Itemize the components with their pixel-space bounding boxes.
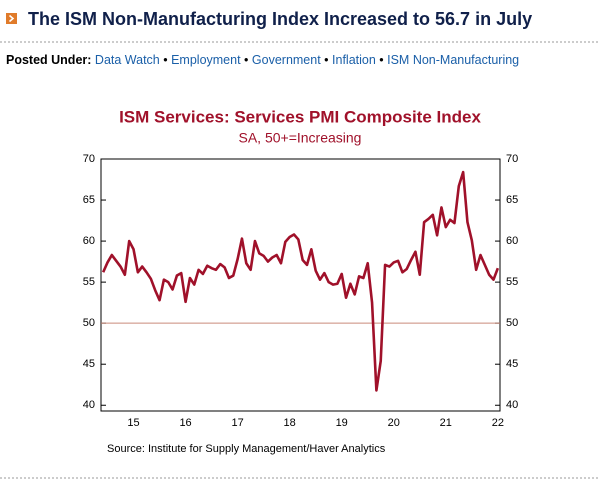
category-link[interactable]: Government: [252, 53, 321, 67]
y2-tick-label: 55: [506, 276, 518, 288]
category-link[interactable]: Data Watch: [95, 53, 160, 67]
y-tick-label: 40: [83, 399, 95, 411]
y-tick-label: 65: [83, 194, 95, 206]
x-tick-label: 22: [492, 417, 504, 429]
x-tick-label: 20: [388, 417, 400, 429]
separator: •: [241, 53, 252, 67]
chart-subtitle: SA, 50+=Increasing: [239, 130, 362, 146]
y2-tick-label: 70: [506, 153, 518, 165]
plot-frame: [100, 158, 501, 412]
x-tick-label: 16: [179, 417, 191, 429]
icon-arrow: [8, 14, 15, 23]
source: Source: Institute for Supply Management/…: [107, 443, 386, 455]
x-tick-label: 15: [127, 417, 139, 429]
y2-tick-label: 60: [506, 235, 518, 247]
y-tick-label: 60: [83, 235, 95, 247]
page-title: The ISM Non-Manufacturing Index Increase…: [28, 9, 532, 29]
category-link[interactable]: ISM Non-Manufacturing: [387, 53, 519, 67]
separator: •: [376, 53, 387, 67]
separator: •: [321, 53, 332, 67]
y2-tick-label: 45: [506, 358, 518, 370]
y2-tick-label: 65: [506, 194, 518, 206]
category-link[interactable]: Inflation: [332, 53, 376, 67]
x-tick-label: 21: [440, 417, 452, 429]
y2-tick-label: 50: [506, 317, 518, 329]
line-series: [101, 170, 500, 392]
y2-tick-label: 40: [506, 399, 518, 411]
posted-under: Posted Under: Data Watch • Employment • …: [6, 53, 519, 67]
chart-title: ISM Services: Services PMI Composite Ind…: [119, 107, 481, 126]
separator: •: [160, 53, 171, 67]
x-tick-label: 19: [336, 417, 348, 429]
x-tick-label: 18: [284, 417, 296, 429]
y-tick-label: 70: [83, 153, 95, 165]
icon: [6, 13, 17, 24]
y-tick-label: 50: [83, 317, 95, 329]
x-tick-label: 17: [231, 417, 243, 429]
y-tick-label: 45: [83, 358, 95, 370]
posted-label: Posted Under:: [6, 53, 91, 67]
category-link[interactable]: Employment: [171, 53, 241, 67]
y-tick-label: 55: [83, 276, 95, 288]
